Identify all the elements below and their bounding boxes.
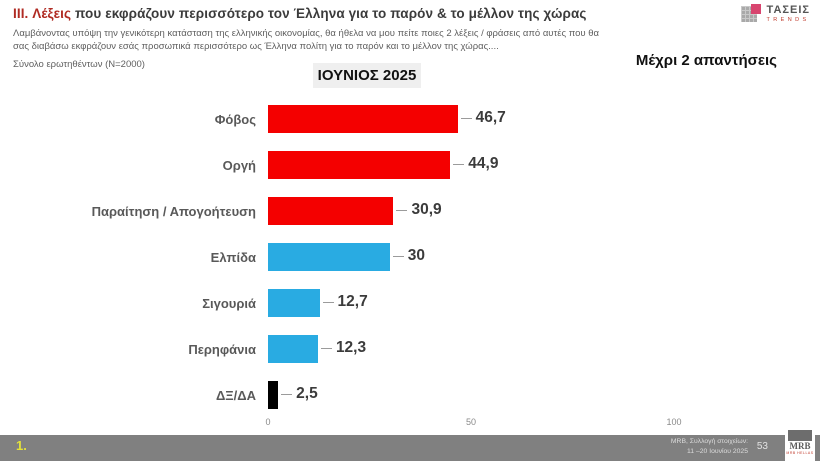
footer-note: MRB, Συλλογή στοιχείων: 11 –20 Ιουνίου 2… xyxy=(671,437,748,457)
bar-value-label: 46,7 xyxy=(475,109,506,126)
chart-row: Παραίτηση / Απογοήτευση 30,9 xyxy=(0,197,820,225)
bar-value-label: 44,9 xyxy=(468,155,499,172)
bar-value-label: 12,3 xyxy=(335,339,367,356)
question-text-line2: σας διαβάσω εκφράζουν εσάς προσωπικά περ… xyxy=(13,41,499,52)
chart-row: ΔΞ/ΔΑ 2,5 xyxy=(0,381,820,409)
taseis-logo-text: ΤΑΣΕΙΣ TRENDS xyxy=(767,4,810,23)
mrb-logo: MRB MRB HELLAS xyxy=(785,427,815,461)
chart-row: Περηφάνια 12,3 xyxy=(0,335,820,363)
footer-section-number: 1. xyxy=(16,438,27,453)
bar xyxy=(268,335,318,363)
footer-bar xyxy=(0,435,820,461)
page-title-prefix: III. Λέξεις xyxy=(13,6,72,21)
question-text-line1: Λαμβάνοντας υπόψη την γενικότερη κατάστα… xyxy=(13,28,600,39)
footer-note-line2: 11 –20 Ιουνίου 2025 xyxy=(687,448,748,455)
bar-value-label: 30 xyxy=(407,247,426,264)
value-leader-line xyxy=(322,302,334,303)
taseis-pink-square xyxy=(750,4,761,14)
value-leader-line xyxy=(281,394,293,395)
bar-chart: Φόβος 46,7 Οργή 44,9 Παραίτηση / Απογοήτευση… xyxy=(0,105,820,427)
taseis-sub: TRENDS xyxy=(766,17,810,23)
taseis-logo-icon xyxy=(740,4,763,24)
bar xyxy=(268,381,279,409)
chart-row: Σιγουριά 12,7 xyxy=(0,289,820,317)
x-axis-tick-label: 100 xyxy=(666,417,682,427)
sample-note: Σύνολο ερωτηθέντων (N=2000) xyxy=(13,59,145,70)
bar-category-label: Σιγουριά xyxy=(202,295,256,311)
bar-value-label: 30,9 xyxy=(411,201,442,218)
bar xyxy=(268,105,458,133)
mrb-logo-subtext: MRB HELLAS xyxy=(786,451,814,455)
page-number: 53 xyxy=(756,441,768,452)
footer-note-line1: MRB, Συλλογή στοιχείων: xyxy=(670,438,748,445)
month-badge: ΙΟΥΝΙΟΣ 2025 xyxy=(313,63,421,88)
value-leader-line xyxy=(460,118,472,119)
page-title: III. Λέξεις που εκφράζουν περισσότερο το… xyxy=(13,6,587,21)
bar xyxy=(268,197,394,225)
max-answers-note: Μέχρι 2 απαντήσεις xyxy=(635,52,777,69)
taseis-name: ΤΑΣΕΙΣ xyxy=(766,4,810,16)
chart-row: Ελπίδα 30 xyxy=(0,243,820,271)
bar-value-label: 2,5 xyxy=(296,385,318,402)
bar-category-label: Ελπίδα xyxy=(210,249,256,265)
bar-category-label: Οργή xyxy=(222,157,256,173)
bar-category-label: Περηφάνια xyxy=(188,341,256,357)
bar xyxy=(268,151,451,179)
taseis-logo: ΤΑΣΕΙΣ TRENDS xyxy=(740,4,810,24)
chart-row: Οργή 44,9 xyxy=(0,151,820,179)
mrb-logo-text: MRB xyxy=(789,441,811,451)
bar-category-label: ΔΞ/ΔΑ xyxy=(215,387,256,403)
bar xyxy=(268,243,390,271)
chart-row: Φόβος 46,7 xyxy=(0,105,820,133)
value-leader-line xyxy=(396,210,408,211)
bar-value-label: 12,7 xyxy=(337,293,368,310)
x-axis-tick-label: 50 xyxy=(465,417,477,427)
x-axis-tick-label: 0 xyxy=(265,417,271,427)
value-leader-line xyxy=(320,348,332,349)
mrb-logo-block xyxy=(788,430,812,441)
question-text: Λαμβάνοντας υπόψη την γενικότερη κατάστα… xyxy=(13,27,599,53)
value-leader-line xyxy=(392,256,404,257)
bar-category-label: Φόβος xyxy=(214,111,256,127)
page-title-rest: που εκφράζουν περισσότερο τον Έλληνα για… xyxy=(71,6,587,21)
bar-category-label: Παραίτηση / Απογοήτευση xyxy=(91,203,256,219)
bar xyxy=(268,289,320,317)
value-leader-line xyxy=(453,164,465,165)
